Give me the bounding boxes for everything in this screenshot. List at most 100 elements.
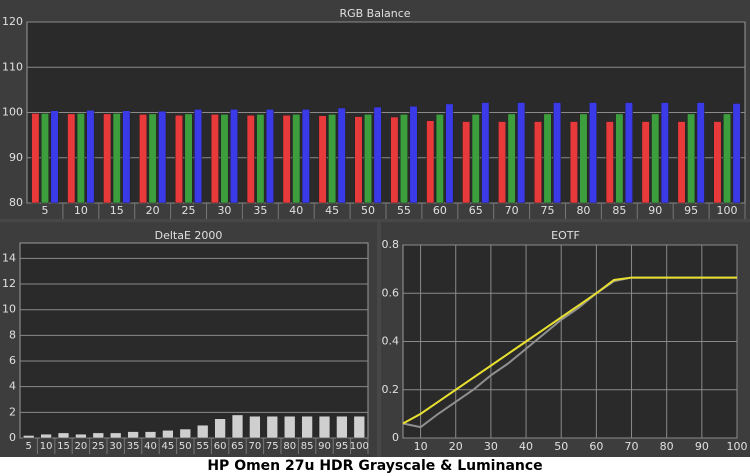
bar xyxy=(184,113,193,204)
x-tick-label: 80 xyxy=(660,440,674,453)
x-tick-label: 60 xyxy=(433,204,447,217)
x-tick-label: 70 xyxy=(505,204,519,217)
bar xyxy=(553,102,562,204)
x-tick-label: 10 xyxy=(414,440,428,453)
bar xyxy=(23,435,35,439)
x-tick-label: 100 xyxy=(727,440,748,453)
bar xyxy=(543,113,552,204)
plot-area xyxy=(19,242,369,439)
bar xyxy=(40,113,49,204)
x-tick-label: 55 xyxy=(196,441,209,452)
bar xyxy=(144,431,157,439)
y-tick-label: 0.4 xyxy=(382,335,400,348)
y-tick-label: 14 xyxy=(2,251,16,264)
bar xyxy=(605,121,614,204)
y-tick-label: 0 xyxy=(9,431,16,444)
x-tick-label: 15 xyxy=(57,441,70,452)
bar xyxy=(498,121,507,204)
bar xyxy=(162,430,174,439)
bar xyxy=(249,415,261,439)
bar xyxy=(687,113,696,204)
bar xyxy=(40,433,52,439)
x-tick-label: 40 xyxy=(519,440,533,453)
line xyxy=(402,276,737,425)
x-tick-label: 85 xyxy=(301,441,314,452)
bar xyxy=(284,415,296,439)
bar xyxy=(337,107,346,204)
x-tick-label: 5 xyxy=(41,204,48,217)
x-tick-label: 50 xyxy=(361,204,375,217)
y-tick-label: 8 xyxy=(9,328,16,341)
x-tick-label: 95 xyxy=(684,204,698,217)
bar xyxy=(409,105,418,204)
x-tick-label: 95 xyxy=(336,441,349,452)
x-tick-label: 75 xyxy=(266,441,279,452)
bar xyxy=(328,114,337,204)
bar xyxy=(589,102,598,204)
bar xyxy=(533,121,542,204)
bar xyxy=(50,110,59,204)
bar xyxy=(651,113,660,204)
y-tick-label: 6 xyxy=(9,354,16,367)
bar xyxy=(292,114,301,204)
chart-title: DeltaE 2000 xyxy=(155,229,223,242)
x-tick-label: 5 xyxy=(26,441,32,452)
bar xyxy=(471,114,480,204)
x-tick-label: 80 xyxy=(283,441,296,452)
bar xyxy=(197,424,209,439)
x-tick-label: 65 xyxy=(469,204,483,217)
x-tick-label: 75 xyxy=(541,204,555,217)
x-tick-label: 60 xyxy=(214,441,227,452)
bar xyxy=(569,121,578,204)
bar xyxy=(76,113,85,204)
bar xyxy=(435,114,444,204)
x-tick-label: 30 xyxy=(484,440,498,453)
bar xyxy=(220,114,229,204)
x-tick-label: 20 xyxy=(146,204,160,217)
y-tick-label: 10 xyxy=(2,303,16,316)
x-tick-label: 45 xyxy=(162,441,175,452)
bar xyxy=(399,114,408,204)
x-tick-label: 50 xyxy=(179,441,192,452)
bar xyxy=(31,113,40,204)
bar xyxy=(462,121,471,204)
bar xyxy=(282,114,291,204)
bar xyxy=(732,103,741,204)
bar xyxy=(354,116,363,204)
x-tick-label: 10 xyxy=(74,204,88,217)
bar xyxy=(92,432,104,439)
bar xyxy=(110,432,122,439)
bar xyxy=(677,121,686,204)
bar xyxy=(75,433,87,439)
bar xyxy=(615,113,624,204)
bar xyxy=(256,114,265,204)
x-tick-label: 30 xyxy=(109,441,122,452)
bar xyxy=(641,121,650,204)
x-tick-label: 60 xyxy=(589,440,603,453)
bar xyxy=(122,110,131,204)
y-tick-label: 100 xyxy=(2,106,23,119)
bar xyxy=(624,102,633,204)
bar xyxy=(696,102,705,204)
bar xyxy=(660,102,669,204)
x-tick-label: 45 xyxy=(325,204,339,217)
bar xyxy=(266,415,278,439)
x-tick-label: 25 xyxy=(182,204,196,217)
x-tick-label: 90 xyxy=(695,440,709,453)
bar xyxy=(579,113,588,204)
bar xyxy=(445,103,454,204)
y-tick-label: 90 xyxy=(9,151,23,164)
x-tick-label: 55 xyxy=(397,204,411,217)
bar xyxy=(353,415,365,439)
y-tick-label: 0.6 xyxy=(382,286,400,299)
bar xyxy=(318,115,327,204)
bar xyxy=(426,120,435,204)
bar xyxy=(112,113,121,204)
bar xyxy=(194,109,203,204)
bar xyxy=(713,121,722,204)
x-tick-label: 65 xyxy=(231,441,244,452)
x-tick-label: 25 xyxy=(92,441,105,452)
chart-title: EOTF xyxy=(551,229,580,242)
bar xyxy=(179,428,191,439)
